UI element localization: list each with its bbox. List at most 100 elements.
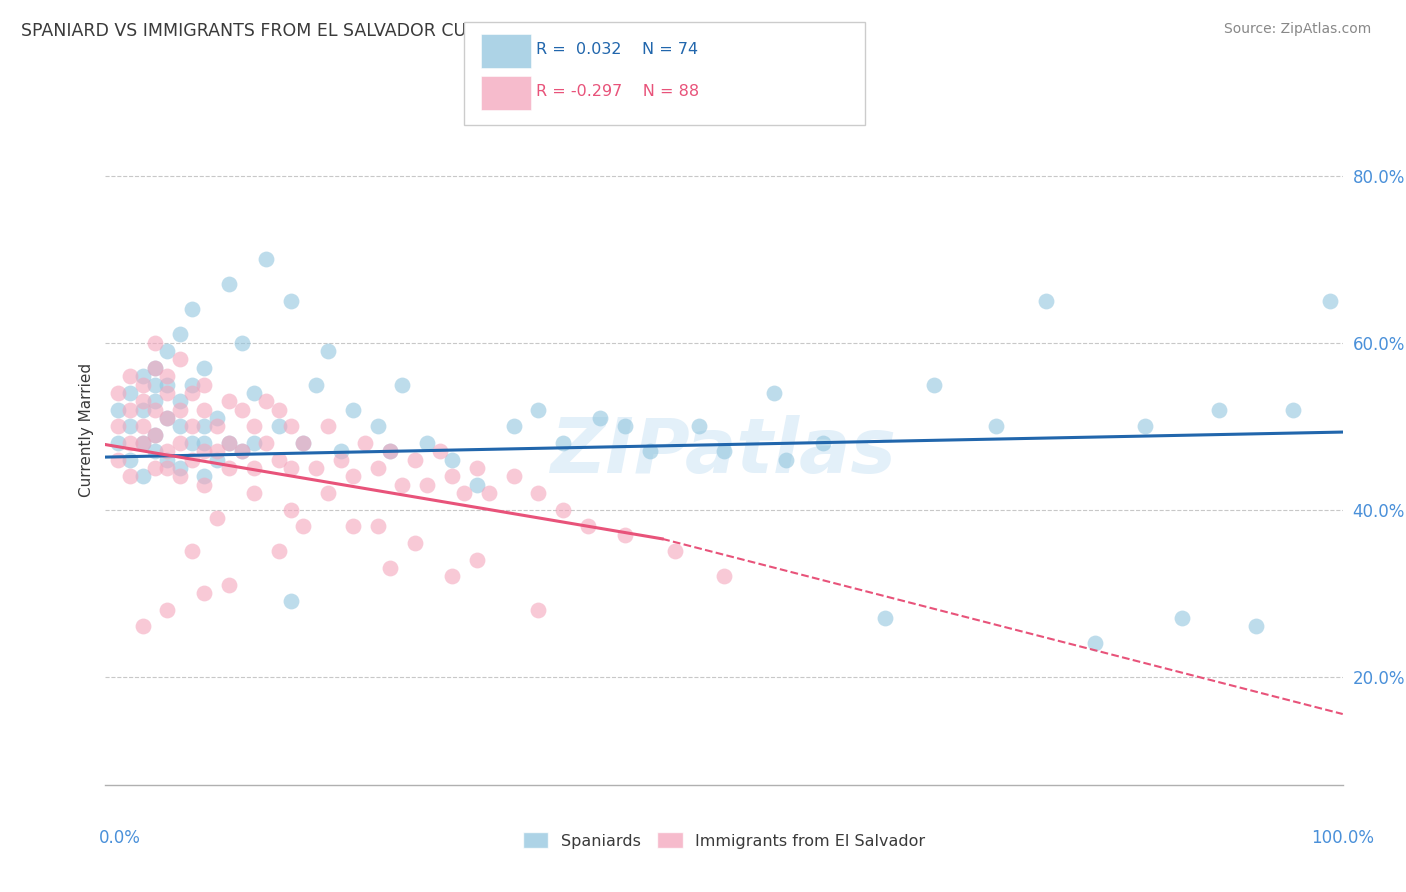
Point (329, 444, 352, 458)
Point (156, 444, 179, 458)
Point (429, 444, 451, 458)
Point (440, 469, 463, 483)
Point (1035, 294, 1057, 309)
Point (131, 394, 153, 409)
Point (305, 461, 328, 475)
Point (502, 419, 524, 434)
Point (120, 385, 142, 400)
Point (267, 544, 290, 558)
Point (391, 377, 413, 392)
Point (267, 452, 290, 467)
Point (156, 377, 179, 392)
Point (280, 594, 302, 608)
Point (169, 352, 191, 367)
Point (243, 436, 266, 450)
Point (193, 436, 215, 450)
Point (143, 394, 166, 409)
Point (107, 436, 129, 450)
Point (169, 469, 191, 483)
Point (218, 394, 240, 409)
Point (169, 436, 191, 450)
Point (316, 486, 339, 500)
Point (143, 402, 166, 417)
Point (205, 410, 228, 425)
Point (254, 394, 277, 409)
Point (465, 461, 488, 475)
Point (218, 461, 240, 475)
Point (181, 302, 204, 317)
Point (1282, 402, 1305, 417)
Point (811, 436, 834, 450)
Point (243, 486, 266, 500)
Point (243, 385, 266, 400)
Point (775, 452, 797, 467)
Point (156, 603, 179, 617)
Point (440, 452, 463, 467)
Point (342, 469, 364, 483)
Point (404, 536, 426, 550)
Point (1133, 419, 1156, 434)
Point (924, 377, 946, 392)
Point (614, 527, 637, 541)
Text: Source: ZipAtlas.com: Source: ZipAtlas.com (1223, 22, 1371, 37)
Point (416, 477, 439, 491)
Point (762, 385, 785, 400)
Point (120, 402, 142, 417)
Point (267, 402, 290, 417)
Point (280, 461, 302, 475)
Point (156, 385, 179, 400)
Point (143, 360, 166, 375)
Point (254, 436, 277, 450)
Point (292, 436, 315, 450)
Point (131, 419, 153, 434)
Point (156, 410, 179, 425)
Point (986, 419, 1008, 434)
Point (193, 377, 215, 392)
Point (131, 377, 153, 392)
Point (280, 419, 302, 434)
Point (120, 452, 142, 467)
Point (342, 402, 364, 417)
Point (120, 369, 142, 384)
Point (231, 444, 253, 458)
Point (589, 410, 612, 425)
Point (131, 469, 153, 483)
Y-axis label: Currently Married: Currently Married (79, 363, 94, 498)
Point (107, 402, 129, 417)
Point (231, 335, 253, 350)
Point (143, 444, 166, 458)
Point (664, 544, 686, 558)
Point (465, 552, 488, 566)
Point (156, 452, 179, 467)
Point (1171, 611, 1194, 625)
Point (131, 619, 153, 633)
Point (342, 519, 364, 533)
Point (440, 569, 463, 583)
Point (267, 419, 290, 434)
Point (713, 569, 735, 583)
Point (193, 477, 215, 491)
Point (1208, 402, 1230, 417)
Point (367, 461, 389, 475)
Point (1084, 636, 1107, 650)
Point (193, 444, 215, 458)
Point (305, 377, 328, 392)
Point (329, 452, 352, 467)
Point (292, 519, 315, 533)
Point (107, 385, 129, 400)
Point (205, 419, 228, 434)
Point (391, 477, 413, 491)
Point (1319, 294, 1341, 309)
Point (218, 436, 240, 450)
Point (169, 327, 191, 342)
Point (181, 436, 204, 450)
Point (156, 461, 179, 475)
Point (131, 436, 153, 450)
Point (367, 419, 389, 434)
Point (527, 603, 550, 617)
Point (527, 402, 550, 417)
Point (131, 436, 153, 450)
Point (280, 502, 302, 516)
Point (254, 252, 277, 267)
Point (193, 469, 215, 483)
